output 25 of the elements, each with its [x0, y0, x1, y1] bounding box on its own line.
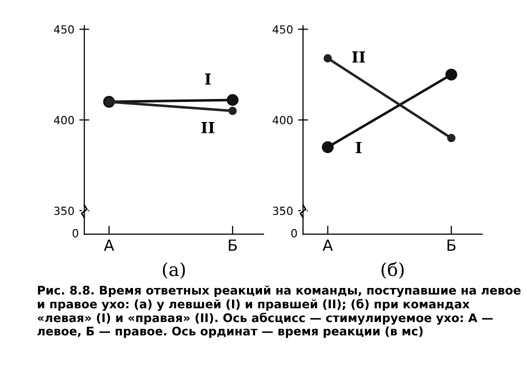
point	[228, 106, 237, 116]
y-tick-label: 400	[272, 116, 293, 124]
point	[226, 94, 239, 106]
series-label: I	[205, 74, 211, 85]
x-axis-title: (а)	[162, 262, 185, 279]
y-tick-label: 400	[54, 116, 74, 124]
x-tick-label: Б	[448, 240, 456, 251]
text: 0	[72, 229, 78, 238]
y-tick-label: 450	[54, 25, 74, 34]
text: 0	[291, 229, 297, 238]
x-tick-label: А	[322, 240, 333, 251]
point	[447, 134, 456, 142]
y-tick-label: 350	[272, 206, 293, 216]
point	[445, 68, 458, 81]
series-label: II	[201, 122, 214, 134]
series-label: II	[352, 51, 366, 63]
text: Рис. 8.8. Время ответных реакций на команды, поступавшие на левое и правое ухо: (а) у левшей (I) и правшей (II); (б) при командах «левая» (I) и «правая» (II). Ось абсцисс — стимулируемое ухо: А — левое, Б — правое. Ось ординат — время реакции (в мс)	[38, 285, 521, 338]
x-axis-title: (б)	[382, 262, 404, 279]
point	[322, 141, 334, 154]
y-tick-label: 350	[54, 206, 74, 216]
x-tick-label: А	[104, 240, 114, 251]
series-label: I	[356, 142, 362, 154]
y-tick-label: 450	[272, 25, 293, 34]
point	[324, 54, 332, 62]
x-tick-label: Б	[228, 240, 237, 251]
